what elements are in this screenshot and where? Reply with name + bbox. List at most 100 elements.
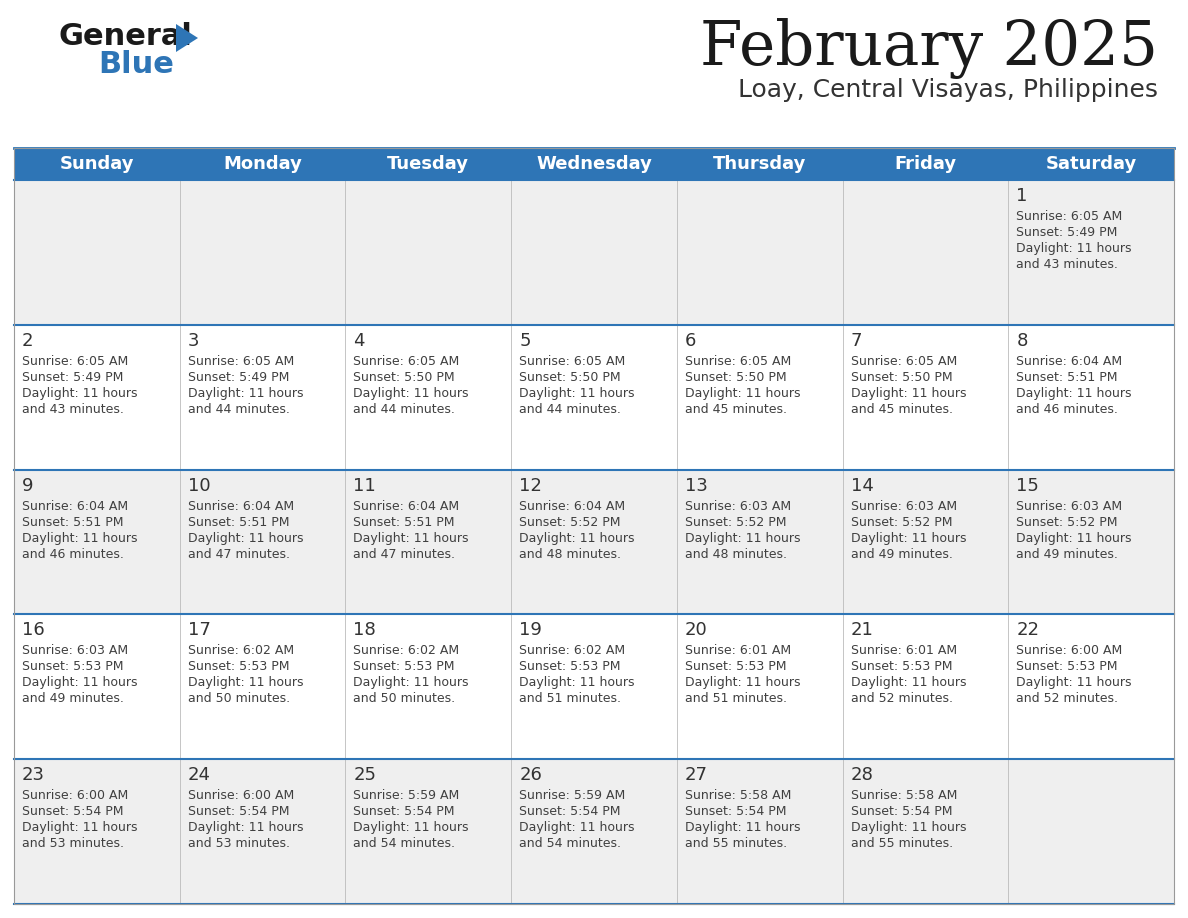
Text: and 46 minutes.: and 46 minutes. [1016, 403, 1118, 416]
Text: 28: 28 [851, 767, 873, 784]
Text: Sunrise: 6:00 AM: Sunrise: 6:00 AM [1016, 644, 1123, 657]
Text: and 52 minutes.: and 52 minutes. [851, 692, 953, 705]
Text: 21: 21 [851, 621, 873, 640]
Text: Sunset: 5:53 PM: Sunset: 5:53 PM [23, 660, 124, 674]
Text: Sunrise: 6:04 AM: Sunrise: 6:04 AM [519, 499, 625, 512]
Text: Sunset: 5:53 PM: Sunset: 5:53 PM [851, 660, 952, 674]
Text: and 46 minutes.: and 46 minutes. [23, 548, 124, 561]
Text: and 49 minutes.: and 49 minutes. [1016, 548, 1118, 561]
Text: and 44 minutes.: and 44 minutes. [353, 403, 455, 416]
Text: Thursday: Thursday [713, 155, 807, 173]
Text: Sunset: 5:51 PM: Sunset: 5:51 PM [1016, 371, 1118, 384]
Text: Sunset: 5:54 PM: Sunset: 5:54 PM [188, 805, 289, 818]
Text: Friday: Friday [895, 155, 956, 173]
Text: Daylight: 11 hours: Daylight: 11 hours [188, 532, 303, 544]
Text: Sunrise: 6:05 AM: Sunrise: 6:05 AM [1016, 210, 1123, 223]
Text: 19: 19 [519, 621, 542, 640]
Text: Daylight: 11 hours: Daylight: 11 hours [1016, 242, 1132, 255]
Text: Sunrise: 6:02 AM: Sunrise: 6:02 AM [353, 644, 460, 657]
Text: Sunset: 5:50 PM: Sunset: 5:50 PM [851, 371, 953, 384]
Text: 4: 4 [353, 331, 365, 350]
Text: Sunrise: 6:05 AM: Sunrise: 6:05 AM [519, 354, 625, 368]
Text: Sunset: 5:53 PM: Sunset: 5:53 PM [1016, 660, 1118, 674]
Bar [14, 614, 1174, 759]
Text: Loay, Central Visayas, Philippines: Loay, Central Visayas, Philippines [738, 78, 1158, 102]
Text: 25: 25 [353, 767, 377, 784]
Text: Sunset: 5:51 PM: Sunset: 5:51 PM [23, 516, 124, 529]
Text: 1: 1 [1016, 187, 1028, 205]
Text: and 50 minutes.: and 50 minutes. [353, 692, 455, 705]
Text: Sunrise: 6:01 AM: Sunrise: 6:01 AM [851, 644, 956, 657]
Text: 9: 9 [23, 476, 33, 495]
Text: 22: 22 [1016, 621, 1040, 640]
Text: Sunrise: 6:05 AM: Sunrise: 6:05 AM [684, 354, 791, 368]
Text: Daylight: 11 hours: Daylight: 11 hours [353, 386, 469, 400]
Text: Daylight: 11 hours: Daylight: 11 hours [23, 386, 138, 400]
Polygon shape [176, 24, 198, 52]
Text: 23: 23 [23, 767, 45, 784]
Text: and 45 minutes.: and 45 minutes. [851, 403, 953, 416]
Text: Sunrise: 6:02 AM: Sunrise: 6:02 AM [188, 644, 293, 657]
Text: and 55 minutes.: and 55 minutes. [684, 837, 786, 850]
Text: Sunrise: 6:04 AM: Sunrise: 6:04 AM [1016, 354, 1123, 368]
Text: Sunset: 5:54 PM: Sunset: 5:54 PM [353, 805, 455, 818]
Text: and 53 minutes.: and 53 minutes. [188, 837, 290, 850]
Bar [14, 180, 1174, 325]
Text: Daylight: 11 hours: Daylight: 11 hours [519, 822, 634, 834]
Text: and 48 minutes.: and 48 minutes. [519, 548, 621, 561]
Text: 20: 20 [684, 621, 708, 640]
Text: 17: 17 [188, 621, 210, 640]
Text: Sunset: 5:51 PM: Sunset: 5:51 PM [188, 516, 289, 529]
Bar [14, 759, 1174, 904]
Text: Sunset: 5:54 PM: Sunset: 5:54 PM [851, 805, 952, 818]
Text: Daylight: 11 hours: Daylight: 11 hours [188, 386, 303, 400]
Text: Monday: Monday [223, 155, 302, 173]
Text: Sunset: 5:54 PM: Sunset: 5:54 PM [519, 805, 620, 818]
Text: Daylight: 11 hours: Daylight: 11 hours [353, 532, 469, 544]
Text: Daylight: 11 hours: Daylight: 11 hours [684, 677, 801, 689]
Text: and 47 minutes.: and 47 minutes. [188, 548, 290, 561]
Text: Daylight: 11 hours: Daylight: 11 hours [23, 822, 138, 834]
Text: Daylight: 11 hours: Daylight: 11 hours [851, 386, 966, 400]
Text: Sunrise: 5:58 AM: Sunrise: 5:58 AM [684, 789, 791, 802]
Text: Sunset: 5:52 PM: Sunset: 5:52 PM [851, 516, 952, 529]
Text: and 44 minutes.: and 44 minutes. [519, 403, 621, 416]
Text: and 49 minutes.: and 49 minutes. [23, 692, 124, 705]
Text: Sunset: 5:53 PM: Sunset: 5:53 PM [519, 660, 620, 674]
Text: Blue: Blue [97, 50, 173, 79]
Text: Sunrise: 6:05 AM: Sunrise: 6:05 AM [23, 354, 128, 368]
Text: Sunrise: 6:03 AM: Sunrise: 6:03 AM [684, 499, 791, 512]
Text: Sunrise: 6:04 AM: Sunrise: 6:04 AM [353, 499, 460, 512]
Text: and 54 minutes.: and 54 minutes. [353, 837, 455, 850]
Text: Daylight: 11 hours: Daylight: 11 hours [519, 386, 634, 400]
Text: Daylight: 11 hours: Daylight: 11 hours [684, 822, 801, 834]
Text: 12: 12 [519, 476, 542, 495]
Text: and 44 minutes.: and 44 minutes. [188, 403, 290, 416]
Text: Sunset: 5:54 PM: Sunset: 5:54 PM [23, 805, 124, 818]
Text: Sunrise: 6:05 AM: Sunrise: 6:05 AM [188, 354, 293, 368]
Text: 5: 5 [519, 331, 531, 350]
Text: 15: 15 [1016, 476, 1040, 495]
Text: Sunrise: 6:04 AM: Sunrise: 6:04 AM [188, 499, 293, 512]
Text: Sunrise: 6:02 AM: Sunrise: 6:02 AM [519, 644, 625, 657]
Text: and 51 minutes.: and 51 minutes. [684, 692, 786, 705]
Text: Sunrise: 5:59 AM: Sunrise: 5:59 AM [519, 789, 625, 802]
Text: 26: 26 [519, 767, 542, 784]
Text: 16: 16 [23, 621, 45, 640]
Text: Daylight: 11 hours: Daylight: 11 hours [1016, 677, 1132, 689]
Text: Daylight: 11 hours: Daylight: 11 hours [851, 532, 966, 544]
Text: and 49 minutes.: and 49 minutes. [851, 548, 953, 561]
Text: 6: 6 [684, 331, 696, 350]
Text: Daylight: 11 hours: Daylight: 11 hours [353, 822, 469, 834]
Text: Sunset: 5:54 PM: Sunset: 5:54 PM [684, 805, 786, 818]
Text: and 50 minutes.: and 50 minutes. [188, 692, 290, 705]
Text: Saturday: Saturday [1045, 155, 1137, 173]
Text: and 45 minutes.: and 45 minutes. [684, 403, 786, 416]
Text: 11: 11 [353, 476, 377, 495]
Text: Sunset: 5:51 PM: Sunset: 5:51 PM [353, 516, 455, 529]
Text: Sunrise: 6:00 AM: Sunrise: 6:00 AM [23, 789, 128, 802]
Text: Sunset: 5:50 PM: Sunset: 5:50 PM [353, 371, 455, 384]
Text: Daylight: 11 hours: Daylight: 11 hours [23, 532, 138, 544]
Bar [14, 148, 1174, 180]
Text: Sunday: Sunday [59, 155, 134, 173]
